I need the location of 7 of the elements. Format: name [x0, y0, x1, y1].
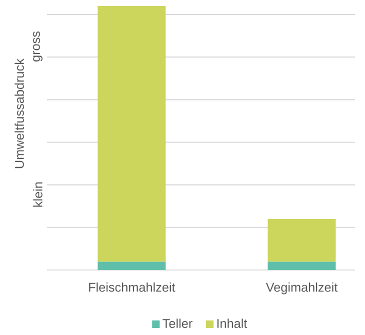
text: klein: [33, 182, 42, 207]
legend-label: Teller: [162, 318, 192, 328]
x-tick-label: Vegimahlzeit: [266, 282, 338, 294]
text: gross: [33, 31, 42, 62]
y-axis-title: Umweltfussabdruck: [14, 58, 24, 168]
x-tick-label: Fleischmahlzeit: [89, 282, 176, 292]
legend-label: Inhalt: [217, 318, 248, 328]
